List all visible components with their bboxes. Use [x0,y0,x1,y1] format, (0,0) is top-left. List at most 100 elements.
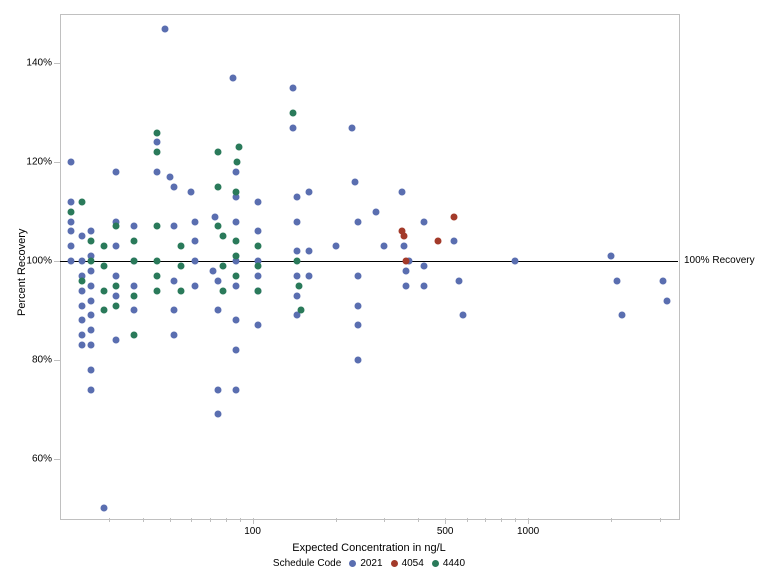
legend-item: 4054 [391,558,424,569]
data-point [78,342,85,349]
x-minor-tick [515,518,516,522]
data-point [421,282,428,289]
data-point [421,263,428,270]
data-point [255,322,262,329]
data-point [78,317,85,324]
data-point [255,287,262,294]
x-minor-tick [240,518,241,522]
data-point [255,243,262,250]
scatter-chart: Percent Recovery Expected Concentration … [0,0,768,576]
legend-marker-icon [391,560,398,567]
data-point [88,267,95,274]
legend-label: 4440 [443,558,465,569]
data-point [113,223,120,230]
data-point [154,149,161,156]
data-point [232,272,239,279]
data-point [354,272,361,279]
data-point [88,386,95,393]
data-point [68,228,75,235]
data-point [459,312,466,319]
data-point [619,312,626,319]
data-point [154,223,161,230]
data-point [289,124,296,131]
data-point [171,277,178,284]
data-point [192,258,199,265]
x-minor-tick [485,518,486,522]
y-tick-label: 100% [20,256,52,267]
data-point [305,272,312,279]
data-point [113,169,120,176]
x-minor-tick [418,518,419,522]
data-point [232,282,239,289]
x-tick [445,518,446,524]
data-point [232,169,239,176]
data-point [234,159,241,166]
data-point [130,307,137,314]
data-point [512,258,519,265]
data-point [219,233,226,240]
data-point [354,302,361,309]
data-point [130,223,137,230]
data-point [210,267,217,274]
data-point [660,277,667,284]
data-point [171,223,178,230]
legend-label: 2021 [360,558,382,569]
data-point [401,233,408,240]
data-point [68,208,75,215]
data-point [434,238,441,245]
x-minor-tick [191,518,192,522]
data-point [219,287,226,294]
x-tick [253,518,254,524]
data-point [192,238,199,245]
data-point [68,218,75,225]
data-point [88,258,95,265]
data-point [88,228,95,235]
data-point [178,287,185,294]
x-tick-label: 500 [437,526,454,537]
data-point [166,174,173,181]
data-point [113,272,120,279]
data-point [154,139,161,146]
x-minor-tick [210,518,211,522]
legend: Schedule Code 2021 4054 4440 [60,558,678,569]
data-point [101,307,108,314]
data-point [305,248,312,255]
data-point [664,297,671,304]
data-point [188,188,195,195]
data-point [78,277,85,284]
x-minor-tick [109,518,110,522]
data-point [294,272,301,279]
data-point [351,179,358,186]
legend-label: 4054 [402,558,424,569]
data-point [78,302,85,309]
x-minor-tick [660,518,661,522]
data-point [113,337,120,344]
legend-marker-icon [349,560,356,567]
data-point [130,282,137,289]
data-point [232,218,239,225]
x-minor-tick [384,518,385,522]
data-point [161,25,168,32]
legend-title: Schedule Code [273,558,341,569]
data-point [294,292,301,299]
data-point [381,243,388,250]
data-point [78,287,85,294]
data-point [130,258,137,265]
data-point [421,218,428,225]
data-point [401,243,408,250]
x-axis-title: Expected Concentration in ng/L [60,542,678,554]
data-point [232,386,239,393]
data-point [178,243,185,250]
data-point [354,218,361,225]
y-tick-label: 140% [20,58,52,69]
data-point [399,188,406,195]
legend-marker-icon [432,560,439,567]
data-point [101,505,108,512]
data-point [88,297,95,304]
data-point [88,238,95,245]
y-tick [54,162,60,163]
data-point [232,253,239,260]
data-point [215,183,222,190]
x-minor-tick [611,518,612,522]
data-point [215,149,222,156]
